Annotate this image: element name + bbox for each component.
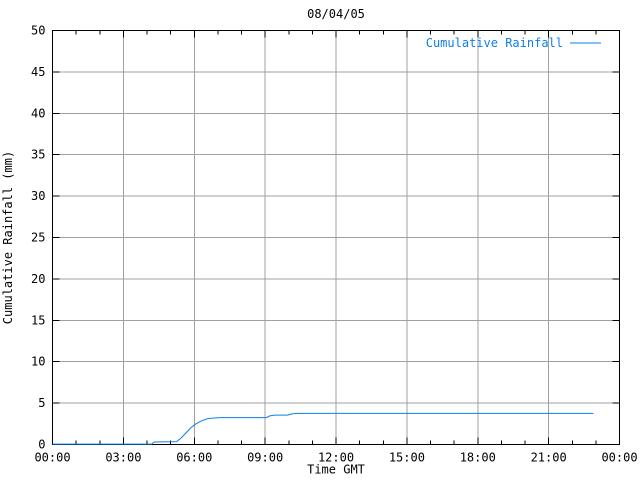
y-tick-label: 45 [31,65,45,79]
y-tick-label: 30 [31,189,45,203]
x-tick-label: 12:00 [318,451,354,465]
legend-label: Cumulative Rainfall [426,36,563,50]
y-tick-label: 0 [38,438,45,452]
x-axis-label: Time GMT [307,463,365,477]
y-axis-label: Cumulative Rainfall (mm) [1,151,15,324]
x-tick-label: 09:00 [247,451,283,465]
x-tick-label: 21:00 [531,451,567,465]
y-tick-label: 25 [31,231,45,245]
rainfall-data-line [52,412,594,445]
x-tick-label: 06:00 [176,451,212,465]
x-tick-label: 15:00 [389,451,425,465]
chart-title: 08/04/05 [307,7,365,21]
y-tick-label: 20 [31,272,45,286]
y-tick-label: 35 [31,148,45,162]
y-tick-label: 40 [31,106,45,120]
y-tick-label: 5 [38,396,45,410]
x-tick-label: 00:00 [34,451,70,465]
y-tick-label: 10 [31,355,45,369]
x-tick-label: 03:00 [105,451,141,465]
x-tick-label: 18:00 [460,451,496,465]
x-tick-label: 00:00 [601,451,637,465]
y-tick-label: 15 [31,313,45,327]
y-tick-label: 50 [31,24,45,38]
